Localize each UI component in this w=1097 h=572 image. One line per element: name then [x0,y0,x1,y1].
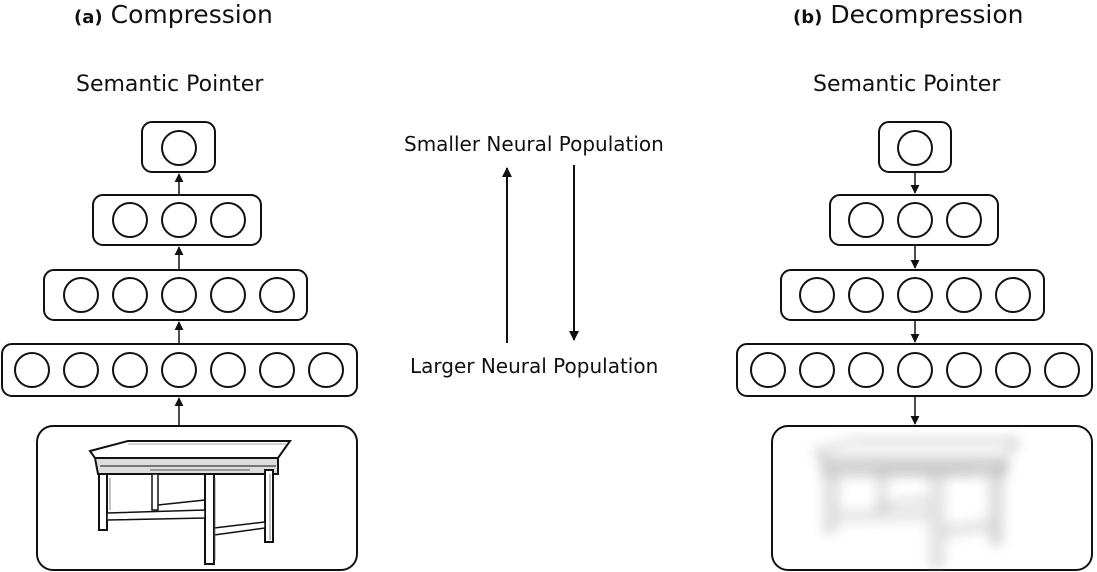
panel-b-semantic-pointer-label: Semantic Pointer [813,72,1001,97]
panel-b-network [736,121,1093,571]
panel-a-title: (a) Compression [74,0,273,29]
smaller-population-label: Smaller Neural Population [404,132,664,156]
panel-b-title-text: Decompression [830,0,1024,29]
panel-b-title: (b) Decompression [793,0,1023,29]
panel-b-tag: (b) [793,7,823,28]
panel-a-tag: (a) [74,7,103,28]
panel-a-semantic-pointer-label: Semantic Pointer [76,72,264,97]
panel-a-network [1,121,358,571]
larger-population-label: Larger Neural Population [410,354,659,378]
panel-a-title-text: Compression [110,0,273,29]
